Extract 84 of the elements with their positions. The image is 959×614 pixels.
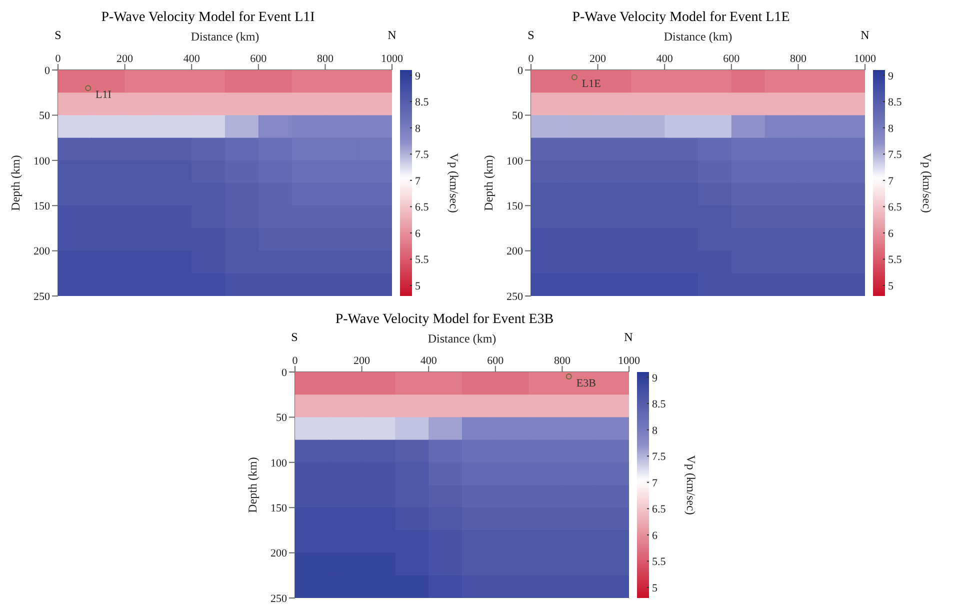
y-tick-label: 250 [506, 290, 524, 303]
color-bar-label: 6 [415, 228, 421, 240]
color-bar-label: 8.5 [888, 96, 902, 109]
color-bar-title: Vp (km/sec) [920, 153, 934, 213]
color-bar-label: 8 [415, 122, 421, 135]
x-tick-label: 0 [292, 355, 298, 367]
y-tick-label: 100 [506, 155, 524, 168]
y-tick-label: 50 [39, 110, 50, 122]
x-tick-label: 400 [420, 355, 437, 367]
color-bar-label: 5 [888, 280, 894, 292]
y-tick-label: 250 [270, 592, 287, 605]
x-tick-label: 800 [553, 355, 570, 367]
x-tick-label: 600 [723, 53, 740, 65]
x-tick-label: 600 [486, 355, 504, 367]
annotation: L1E [582, 78, 602, 90]
x-tick-label: 200 [116, 53, 134, 65]
chart-title: P-Wave Velocity Model for Event L1I [100, 9, 316, 27]
color-bar-label: 6.5 [888, 202, 902, 214]
text: N [860, 28, 870, 43]
x-tick-label: 0 [528, 53, 534, 65]
y-axis-title: Depth (km) [8, 155, 22, 211]
color-bar-label: 7.5 [415, 149, 430, 162]
color-bar-label: 7.5 [888, 149, 902, 162]
color-bar-label: 5 [415, 280, 421, 292]
x-tick-label: 1000 [381, 53, 404, 65]
x-tick-label: 400 [656, 53, 674, 65]
color-bar-label: 5 [652, 582, 658, 594]
color-bar-title: Vp (km/sec) [447, 153, 461, 213]
x-tick-label: 200 [353, 355, 370, 367]
x-tick-label: 600 [250, 53, 268, 65]
y-tick-label: 100 [270, 457, 287, 470]
x-tick-label: 800 [790, 53, 807, 65]
y-tick-label: 150 [270, 502, 287, 515]
y-tick-label: 150 [34, 200, 50, 213]
y-axis-title: Depth (km) [244, 457, 259, 513]
color-bar-label: 8.5 [415, 96, 430, 109]
x-tick-label: 1000 [618, 355, 640, 367]
text: N [386, 28, 398, 43]
color-bar-label: 8 [652, 424, 658, 437]
color-bar-label: 5.5 [652, 556, 666, 568]
color-bar-label: 7.5 [652, 451, 666, 464]
annotation: L1I [96, 88, 112, 101]
y-tick-label: 0 [281, 366, 287, 379]
x-tick-label: 0 [55, 53, 62, 65]
color-bar-label: 9 [888, 70, 894, 82]
color-bar-label: 6 [652, 530, 658, 542]
color-bar-label: 7 [652, 477, 658, 490]
color-bar-label: 6.5 [415, 202, 430, 214]
y-tick-label: 150 [506, 200, 524, 213]
x-tick-label: 1000 [854, 53, 876, 65]
text: S [526, 28, 536, 43]
text: N [623, 330, 634, 345]
color-bar-label: 5.5 [415, 254, 430, 266]
annotation: E3B [576, 377, 596, 390]
color-bar-label: 6 [888, 228, 894, 240]
color-bar-label: 6.5 [652, 504, 666, 516]
x-axis-title: Distance (km) [427, 332, 496, 346]
text: S [290, 330, 299, 345]
color-bar-label: 7 [415, 175, 421, 188]
color-bar-label: 8 [888, 122, 894, 135]
y-tick-label: 50 [512, 110, 524, 122]
y-tick-label: 250 [34, 290, 50, 303]
y-tick-label: 50 [276, 412, 287, 424]
y-tick-label: 200 [270, 548, 287, 560]
color-bar-title: Vp (km/sec) [684, 455, 698, 515]
x-tick-label: 400 [183, 53, 200, 65]
y-tick-label: 0 [44, 64, 50, 77]
x-tick-label: 800 [316, 53, 334, 65]
text: S [54, 28, 62, 43]
chart-title: P-Wave Velocity Model for Event L1E [571, 9, 791, 27]
y-tick-label: 200 [34, 246, 50, 258]
y-axis-title: Depth (km) [481, 155, 496, 211]
color-bar-label: 9 [652, 372, 658, 384]
y-tick-label: 100 [34, 155, 50, 168]
x-axis-title: Distance (km) [664, 30, 732, 44]
color-bar-label: 5.5 [888, 254, 902, 266]
y-tick-label: 0 [518, 64, 524, 77]
x-tick-label: 200 [590, 53, 607, 65]
color-bar-label: 9 [415, 70, 421, 82]
chart-title: P-Wave Velocity Model for Event E3B [334, 311, 555, 329]
color-bar-label: 8.5 [652, 398, 666, 411]
color-bar-label: 7 [888, 175, 894, 188]
x-axis-title: Distance (km) [190, 30, 260, 44]
y-tick-label: 200 [506, 246, 524, 258]
